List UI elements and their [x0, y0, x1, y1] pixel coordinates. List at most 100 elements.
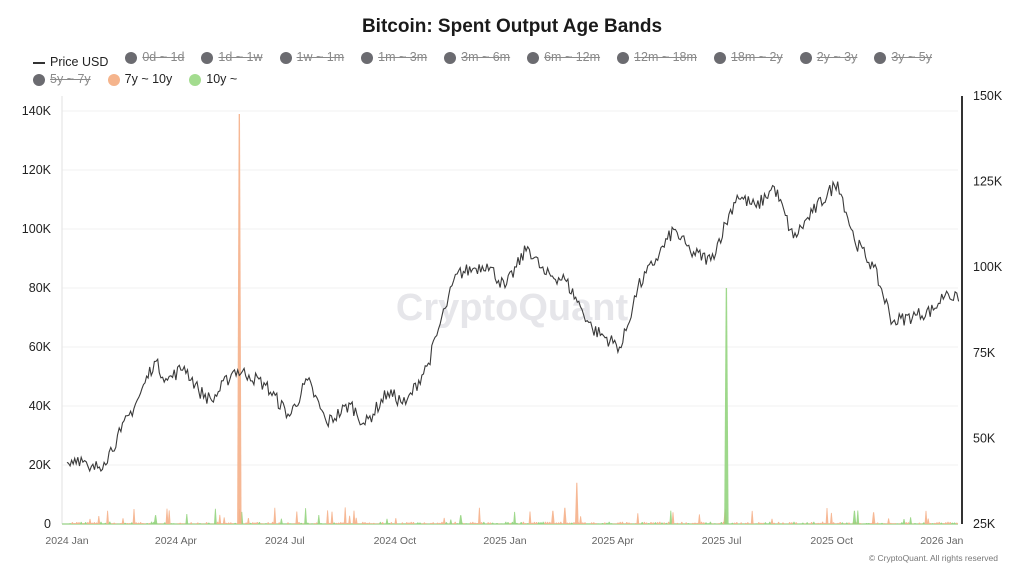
age-band-spike	[933, 522, 937, 524]
age-band-spike	[271, 521, 274, 524]
age-band-spike	[471, 521, 475, 524]
age-band-spike	[673, 523, 677, 524]
age-band-spike	[913, 523, 917, 524]
age-band-spike	[176, 523, 180, 524]
age-band-spike	[497, 523, 501, 524]
age-band-spike	[153, 515, 158, 524]
legend-item-0d-1d[interactable]: 0d ~ 1d	[125, 49, 184, 66]
age-band-spike	[249, 522, 252, 524]
legend-item-10y[interactable]: 10y ~	[189, 71, 237, 88]
age-band-spike	[946, 521, 950, 524]
age-band-spike	[548, 521, 552, 524]
age-band-spike	[387, 522, 391, 524]
age-band-spike	[841, 522, 844, 524]
age-band-spike	[482, 521, 486, 524]
age-band-spike	[843, 523, 846, 524]
dot-swatch-icon	[125, 51, 138, 64]
age-band-spike	[508, 522, 512, 524]
x-axis-labels: 2024 Jan 2024 Apr 2024 Jul 2024 Oct 2025 Jan…	[45, 535, 963, 547]
age-band-spike	[922, 522, 926, 524]
age-band-spike	[621, 521, 624, 524]
age-band-spike	[462, 523, 466, 524]
age-band-spike	[825, 508, 829, 524]
age-band-spike	[616, 522, 620, 524]
age-band-spike	[139, 522, 142, 524]
age-band-spike	[924, 510, 928, 524]
age-band-spike	[412, 522, 415, 524]
age-band-spike	[739, 522, 743, 524]
dot-swatch-icon	[189, 73, 202, 86]
x-tick-label: 2025 Apr	[592, 535, 635, 547]
age-band-spike	[198, 523, 202, 524]
age-band-spike	[779, 523, 783, 524]
age-band-spike	[838, 522, 842, 524]
x-tick-label: 2024 Jul	[265, 535, 305, 547]
legend-label: 10y ~	[206, 72, 238, 87]
age-band-spike	[909, 517, 912, 524]
age-band-spike	[71, 522, 74, 524]
right-y-axis-labels: 25K 50K 75K 100K 125K 150K	[973, 89, 1003, 531]
legend-item-7y-10y[interactable]: 7y ~ 10y	[107, 71, 172, 88]
age-band-spike	[431, 522, 435, 524]
age-band-spike	[792, 521, 796, 524]
age-band-spike	[196, 522, 200, 524]
legend-label: 0d ~ 1d	[142, 50, 185, 64]
age-band-spike	[700, 521, 703, 524]
age-band-spike	[852, 510, 857, 524]
legend-item-1m-3m[interactable]: 1m ~ 3m	[361, 49, 427, 66]
age-band-spike	[264, 523, 268, 524]
age-band-spike	[486, 522, 490, 524]
age-band-spike	[229, 522, 233, 524]
age-band-spike	[225, 522, 228, 524]
age-band-spike	[568, 522, 571, 524]
age-band-spike	[926, 518, 930, 524]
age-band-spike	[814, 523, 818, 524]
legend-item-3m-6m[interactable]: 3m ~ 6m	[444, 49, 510, 66]
age-band-spike	[409, 521, 413, 524]
age-band-spike	[572, 522, 576, 524]
age-band-spike	[218, 514, 222, 524]
age-band-spike	[302, 523, 305, 524]
age-band-spike	[761, 522, 765, 524]
age-band-spike	[436, 522, 439, 524]
age-band-spike	[940, 522, 943, 524]
age-band-spike	[625, 522, 629, 524]
legend-item-6m-12m[interactable]: 6m ~ 12m	[527, 49, 600, 66]
legend-item-5y-7y[interactable]: 5y ~ 7y	[33, 71, 91, 88]
age-band-spike	[955, 522, 959, 524]
age-band-spike	[735, 522, 739, 524]
age-band-spike	[764, 522, 767, 524]
age-band-spike	[750, 510, 754, 524]
legend-item-price-usd[interactable]: Price USD	[33, 54, 108, 71]
age-band-spike	[581, 522, 585, 524]
dot-swatch-icon	[107, 73, 120, 86]
age-band-spike	[255, 521, 259, 524]
legend-item-3y-5y[interactable]: 3y ~ 5y	[874, 49, 932, 66]
age-band-spike	[304, 508, 307, 524]
age-band-spike	[790, 522, 794, 524]
age-band-spike	[90, 522, 94, 524]
age-band-spike	[172, 523, 175, 524]
age-band-spike	[845, 522, 849, 524]
legend-item-18m-2y[interactable]: 18m ~ 2y	[713, 49, 783, 66]
legend-item-2y-3y[interactable]: 2y ~ 3y	[799, 49, 857, 66]
age-band-spike	[583, 522, 587, 524]
age-band-spike	[365, 522, 369, 524]
age-band-spike	[713, 523, 717, 524]
age-band-spike	[233, 522, 237, 524]
age-band-spike	[871, 512, 876, 524]
age-band-spike	[953, 522, 956, 524]
left-y-axis-labels: 0 20K 40K 60K 80K 100K 120K 140K	[22, 104, 52, 531]
age-band-spike	[832, 522, 835, 524]
age-band-spike	[104, 522, 107, 524]
dot-swatch-icon	[527, 51, 540, 64]
dot-swatch-icon	[201, 51, 214, 64]
age-band-spike	[95, 522, 98, 524]
age-band-spike	[348, 515, 351, 524]
dot-swatch-icon	[617, 51, 630, 64]
age-band-spike	[772, 522, 776, 524]
legend-item-1w-1m[interactable]: 1w ~ 1m	[279, 49, 344, 66]
legend-item-1d-1w[interactable]: 1d ~ 1w	[201, 49, 263, 66]
legend-item-12m-18m[interactable]: 12m ~ 18m	[617, 49, 697, 66]
age-band-spike	[896, 523, 899, 524]
